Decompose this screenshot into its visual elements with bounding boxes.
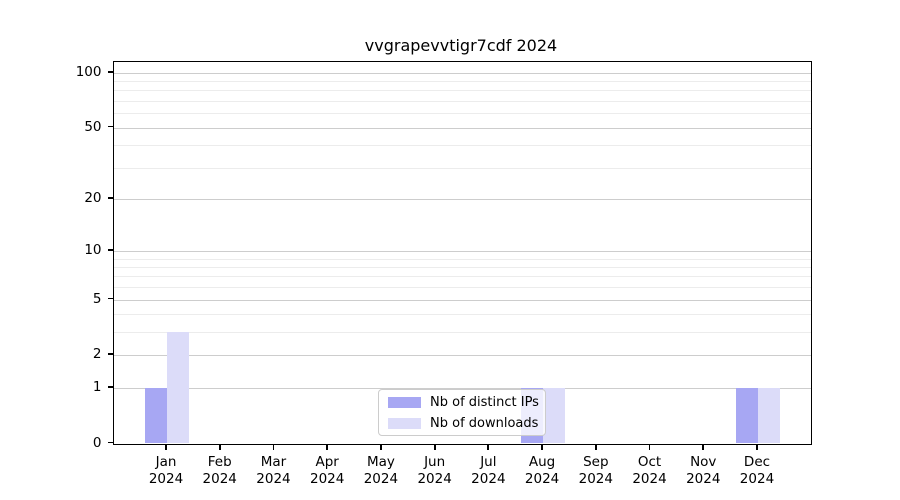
x-tick-mark xyxy=(165,444,167,450)
minor-gridline xyxy=(113,287,811,289)
minor-gridline xyxy=(113,101,811,103)
x-tick-mark xyxy=(487,444,490,450)
x-tick-mark xyxy=(756,444,758,450)
x-tick-mark xyxy=(218,444,221,450)
x-tick-label: Oct 2024 xyxy=(632,453,667,487)
x-tick-label: Sep 2024 xyxy=(578,453,613,487)
minor-gridline xyxy=(113,332,811,334)
y-tick-label: 10 xyxy=(84,241,102,258)
y-tick-mark xyxy=(107,248,113,251)
plot-area xyxy=(112,61,812,445)
x-tick-label: Aug 2024 xyxy=(524,453,560,487)
x-tick-label: Dec 2024 xyxy=(739,453,775,487)
y-tick-label: 5 xyxy=(92,290,102,307)
bar-nb-of-downloads xyxy=(757,387,780,444)
bar-nb-of-downloads xyxy=(543,387,565,444)
minor-gridline xyxy=(113,81,811,83)
legend-label: Nb of downloads xyxy=(430,415,539,431)
legend-swatch xyxy=(388,417,421,429)
y-tick-mark xyxy=(107,385,113,388)
legend-item: Nb of distinct IPs xyxy=(388,394,539,410)
x-tick-mark xyxy=(433,444,436,450)
y-tick-mark xyxy=(107,196,113,199)
legend-label: Nb of distinct IPs xyxy=(430,394,539,410)
bar-nb-of-distinct-ips xyxy=(736,387,758,444)
x-tick-label: Nov 2024 xyxy=(686,453,721,487)
legend-swatch xyxy=(388,396,421,408)
legend-item: Nb of downloads xyxy=(388,415,539,431)
x-tick-label: Mar 2024 xyxy=(256,453,291,487)
minor-gridline xyxy=(113,266,811,268)
major-gridline xyxy=(113,72,811,74)
major-gridline xyxy=(113,299,811,301)
y-tick-mark xyxy=(107,297,113,300)
x-tick-label: Jul 2024 xyxy=(471,453,506,487)
bar-nb-of-distinct-ips xyxy=(145,387,167,444)
minor-gridline xyxy=(113,314,811,316)
x-tick-label: Apr 2024 xyxy=(309,453,345,487)
y-tick-label: 100 xyxy=(75,63,102,80)
minor-gridline xyxy=(113,258,811,260)
x-tick-mark xyxy=(702,444,705,450)
y-tick-mark xyxy=(107,70,113,73)
x-tick-mark xyxy=(541,444,543,450)
x-tick-mark xyxy=(594,444,597,450)
x-tick-mark xyxy=(326,444,329,450)
major-gridline xyxy=(113,355,811,357)
y-tick-label: 2 xyxy=(92,346,102,363)
minor-gridline xyxy=(113,145,811,147)
x-tick-label: May 2024 xyxy=(363,453,399,487)
x-tick-mark xyxy=(272,444,275,450)
y-tick-mark xyxy=(107,125,113,128)
x-tick-mark xyxy=(380,444,382,450)
chart-title: vvgrapevvtigr7cdf 2024 xyxy=(364,36,558,55)
bar-nb-of-downloads xyxy=(167,332,189,444)
y-tick-label: 50 xyxy=(84,118,102,135)
y-tick-mark xyxy=(107,441,113,444)
minor-gridline xyxy=(113,113,811,115)
major-gridline xyxy=(113,198,811,200)
legend: Nb of distinct IPs Nb of downloads xyxy=(378,389,546,436)
x-tick-mark xyxy=(648,444,651,450)
major-gridline xyxy=(113,250,811,252)
x-tick-label: Jan 2024 xyxy=(148,453,184,487)
y-tick-label: 0 xyxy=(92,434,102,451)
minor-gridline xyxy=(113,276,811,278)
major-gridline xyxy=(113,127,811,129)
x-tick-label: Feb 2024 xyxy=(202,453,237,487)
x-tick-label: Jun 2024 xyxy=(417,453,452,487)
y-tick-mark xyxy=(107,353,113,356)
major-gridline xyxy=(113,387,811,389)
y-tick-label: 1 xyxy=(92,378,102,395)
minor-gridline xyxy=(113,90,811,92)
minor-gridline xyxy=(113,167,811,169)
y-tick-label: 20 xyxy=(84,189,102,206)
